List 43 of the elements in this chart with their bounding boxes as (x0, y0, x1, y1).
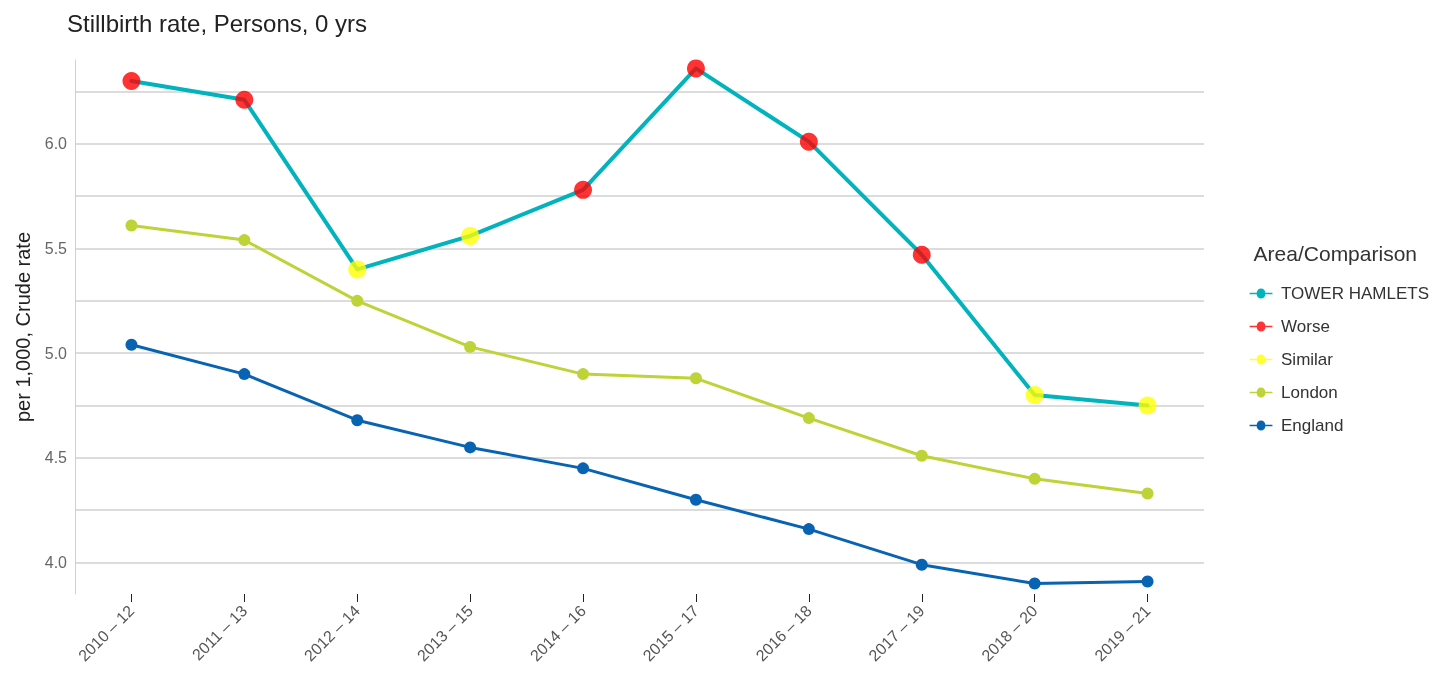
point (464, 441, 477, 454)
legend-label: TOWER HAMLETS (1281, 284, 1430, 303)
y-tick-label: 5.5 (44, 239, 68, 257)
point (348, 260, 367, 279)
point (351, 294, 364, 307)
y-tick-label: 4.5 (44, 449, 68, 467)
point (915, 558, 928, 571)
point (125, 338, 138, 351)
point (912, 245, 931, 264)
point (577, 462, 590, 475)
point (577, 368, 590, 381)
point (464, 340, 477, 353)
point (238, 234, 251, 247)
point (689, 493, 702, 506)
point (686, 59, 705, 78)
point (1138, 396, 1157, 415)
point (461, 226, 480, 245)
legend-label: England (1281, 416, 1344, 435)
point (1025, 386, 1044, 405)
point (351, 414, 364, 427)
chart-title: Stillbirth rate, Persons, 0 yrs (67, 9, 368, 37)
point (122, 71, 141, 90)
point (574, 180, 593, 199)
y-tick-label: 4.0 (44, 554, 68, 572)
legend-title: Area/Comparison (1253, 242, 1417, 265)
point (235, 90, 254, 109)
legend-label: London (1281, 383, 1338, 402)
point (1141, 575, 1154, 588)
point (802, 412, 815, 425)
legend-label: Similar (1281, 350, 1334, 369)
y-tick-label: 6.0 (44, 135, 68, 153)
point (689, 372, 702, 385)
y-axis-title: per 1,000, Crude rate (12, 231, 34, 423)
point (799, 132, 818, 151)
point (1141, 487, 1154, 500)
point (125, 219, 138, 232)
y-tick-label: 5.0 (44, 344, 68, 362)
point (1028, 472, 1041, 485)
legend-label: Worse (1281, 317, 1330, 336)
point (802, 523, 815, 536)
point (1028, 577, 1041, 590)
point (915, 449, 928, 462)
point (238, 368, 251, 381)
